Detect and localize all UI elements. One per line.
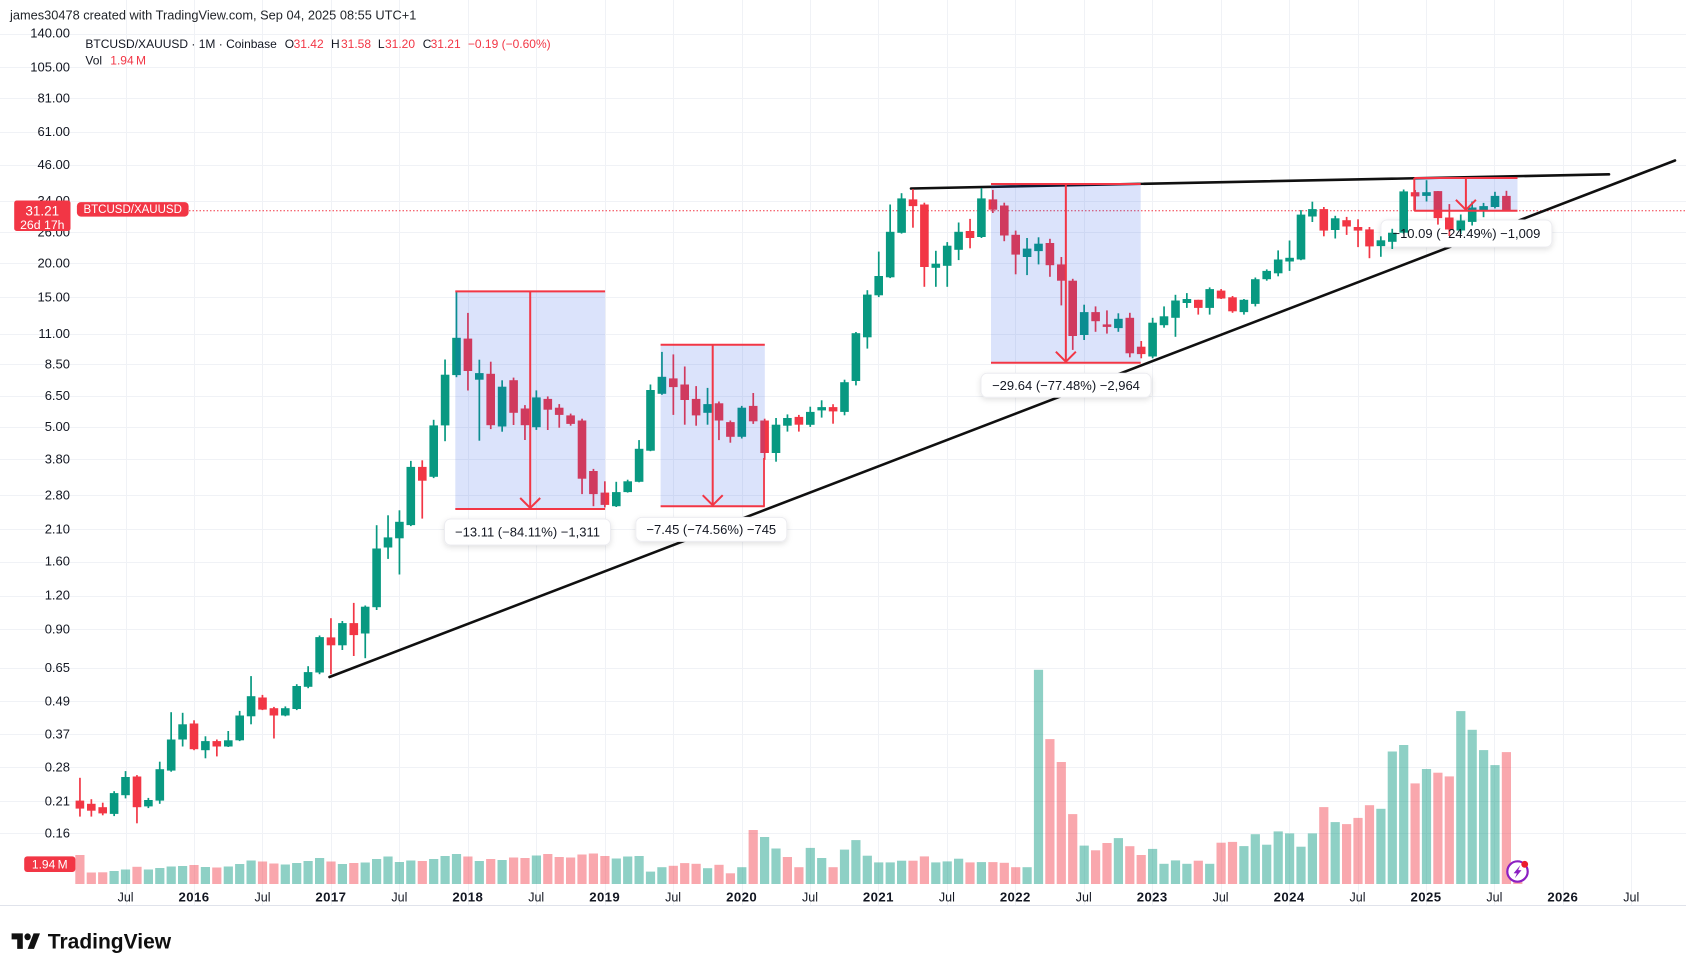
svg-text:20.00: 20.00 <box>37 256 70 271</box>
svg-text:2023: 2023 <box>1137 890 1168 905</box>
svg-text:Jul: Jul <box>1486 891 1502 905</box>
svg-text:Jul: Jul <box>255 891 271 905</box>
svg-text:81.00: 81.00 <box>37 90 70 105</box>
svg-text:2.80: 2.80 <box>45 488 70 503</box>
svg-text:0.21: 0.21 <box>45 794 70 809</box>
svg-text:BTCUSD/XAUUSD · 1M · Coinbase: BTCUSD/XAUUSD · 1M · Coinbase <box>85 37 277 51</box>
svg-text:0.37: 0.37 <box>45 727 70 742</box>
svg-text:1.60: 1.60 <box>45 554 70 569</box>
svg-text:−10.09 (−24.49%) −1,009: −10.09 (−24.49%) −1,009 <box>1392 226 1540 241</box>
svg-text:140.00: 140.00 <box>30 26 70 41</box>
svg-text:Jul: Jul <box>528 891 544 905</box>
svg-text:26d 17h: 26d 17h <box>20 218 65 232</box>
svg-text:6.50: 6.50 <box>45 388 70 403</box>
svg-text:Jul: Jul <box>1213 891 1229 905</box>
svg-text:O: O <box>285 37 294 51</box>
svg-text:1.94 M: 1.94 M <box>32 857 68 871</box>
svg-text:2020: 2020 <box>726 890 757 905</box>
svg-text:0.16: 0.16 <box>45 826 70 841</box>
svg-text:46.00: 46.00 <box>37 157 70 172</box>
svg-text:105.00: 105.00 <box>30 60 70 75</box>
svg-text:31.21: 31.21 <box>25 204 59 219</box>
svg-text:Jul: Jul <box>939 891 955 905</box>
svg-text:L: L <box>378 37 385 51</box>
svg-text:11.00: 11.00 <box>38 326 70 341</box>
svg-text:−13.11 (−84.11%) −1,311: −13.11 (−84.11%) −1,311 <box>455 525 600 540</box>
svg-text:Jul: Jul <box>1076 891 1092 905</box>
svg-text:C: C <box>423 37 432 51</box>
svg-text:−29.64 (−77.48%) −2,964: −29.64 (−77.48%) −2,964 <box>992 378 1140 393</box>
svg-text:james30478 created with Tradin: james30478 created with TradingView.com,… <box>9 8 416 23</box>
svg-text:Jul: Jul <box>391 891 407 905</box>
svg-text:0.49: 0.49 <box>45 694 70 709</box>
svg-text:2022: 2022 <box>1000 890 1031 905</box>
svg-text:Jul: Jul <box>1350 891 1366 905</box>
svg-text:H: H <box>331 37 340 51</box>
svg-text:31.42: 31.42 <box>294 37 324 51</box>
svg-text:−0.19 (−0.60%): −0.19 (−0.60%) <box>468 37 551 51</box>
svg-text:2021: 2021 <box>863 890 894 905</box>
svg-text:BTCUSD/XAUUSD: BTCUSD/XAUUSD <box>83 204 181 216</box>
svg-text:1.20: 1.20 <box>45 588 70 603</box>
svg-text:8.50: 8.50 <box>45 357 70 372</box>
svg-text:2019: 2019 <box>589 890 620 905</box>
svg-text:31.20: 31.20 <box>385 37 415 51</box>
svg-text:31.21: 31.21 <box>431 37 461 51</box>
svg-text:Jul: Jul <box>665 891 681 905</box>
svg-text:2024: 2024 <box>1274 890 1305 905</box>
svg-text:0.65: 0.65 <box>45 660 70 675</box>
svg-text:2026: 2026 <box>1547 890 1578 905</box>
svg-text:−7.45 (−74.56%) −745: −7.45 (−74.56%) −745 <box>646 522 776 537</box>
svg-text:2.10: 2.10 <box>45 522 70 537</box>
svg-text:2016: 2016 <box>179 890 210 905</box>
svg-text:Vol: Vol <box>85 53 102 67</box>
svg-text:2025: 2025 <box>1411 890 1442 905</box>
svg-text:2017: 2017 <box>315 890 346 905</box>
svg-text:2018: 2018 <box>452 890 483 905</box>
svg-text:Jul: Jul <box>118 891 134 905</box>
svg-text:0.28: 0.28 <box>45 760 70 775</box>
svg-text:61.00: 61.00 <box>37 124 70 139</box>
svg-text:Jul: Jul <box>1623 891 1639 905</box>
svg-text:15.00: 15.00 <box>37 290 70 305</box>
svg-text:5.00: 5.00 <box>45 419 70 434</box>
svg-text:3.80: 3.80 <box>45 452 70 467</box>
svg-text:Jul: Jul <box>802 891 818 905</box>
svg-text:0.90: 0.90 <box>45 622 70 637</box>
svg-text:31.58: 31.58 <box>341 37 371 51</box>
svg-text:TradingView: TradingView <box>48 931 172 954</box>
svg-text:1.94 M: 1.94 M <box>110 53 146 67</box>
